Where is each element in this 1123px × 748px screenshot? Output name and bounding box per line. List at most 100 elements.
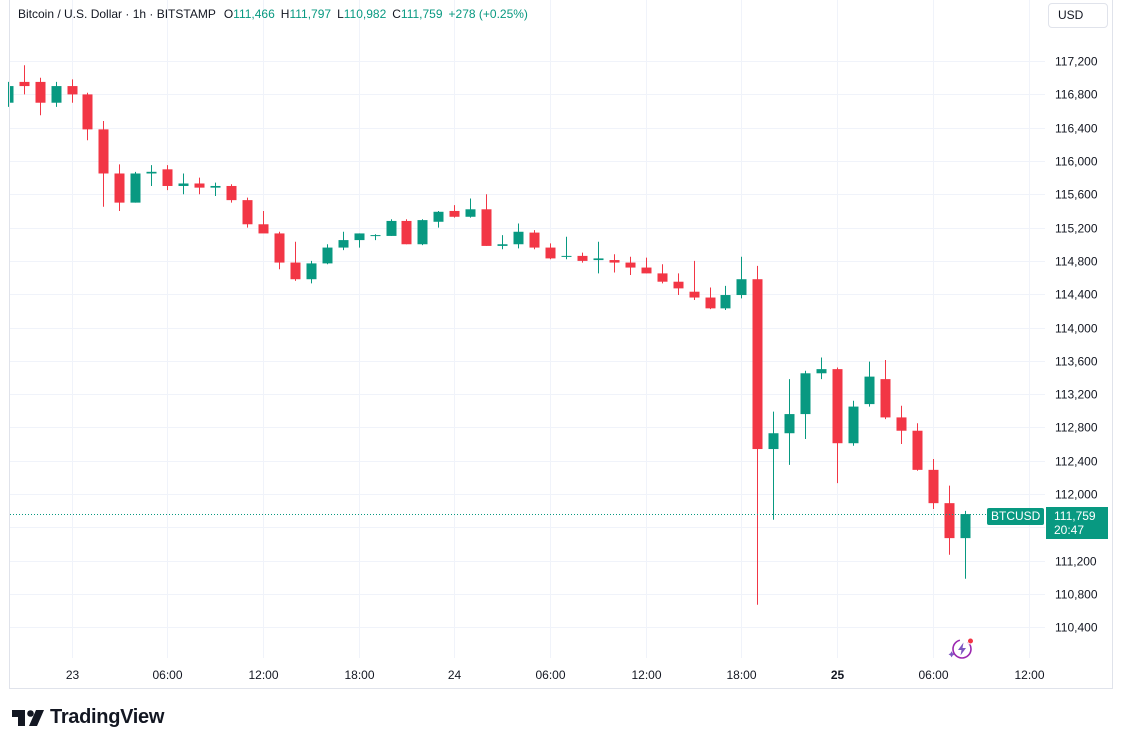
candle	[816, 357, 827, 380]
candle-body	[226, 185, 237, 201]
candle	[657, 264, 668, 284]
candle-body	[481, 209, 492, 246]
candle-body	[800, 373, 811, 415]
candle	[481, 194, 492, 246]
candle	[35, 77, 46, 116]
candle-body	[386, 220, 397, 236]
price-axis-label: 112,400	[1055, 455, 1098, 469]
candle-body	[513, 231, 524, 245]
last-price-value: 111,759	[1054, 509, 1096, 523]
candle-body	[465, 209, 476, 217]
candle	[465, 198, 476, 218]
candle-body	[577, 255, 588, 261]
candle-body	[880, 379, 891, 418]
candle-body	[625, 262, 636, 268]
last-price-tag: 111,759 20:47	[1046, 507, 1108, 539]
candle-body	[449, 210, 460, 217]
candle-body	[609, 260, 620, 263]
candle	[641, 257, 652, 274]
candle-body	[832, 369, 843, 444]
candle	[896, 405, 907, 445]
time-axis-label: 24	[448, 668, 462, 682]
candle-body	[401, 220, 412, 245]
time-axis-label: 06:00	[918, 668, 948, 682]
candle-body	[752, 279, 763, 450]
candle-body	[242, 200, 253, 225]
price-axis-label: 113,200	[1055, 388, 1098, 402]
candle-body	[784, 414, 795, 434]
candle-body	[896, 417, 907, 431]
candle-body	[322, 247, 333, 264]
time-axis-label: 18:00	[344, 668, 374, 682]
candle	[609, 254, 620, 273]
price-axis-label: 110,800	[1055, 588, 1098, 602]
candle	[928, 459, 939, 509]
candle	[146, 165, 157, 186]
candle-body	[816, 369, 827, 374]
price-axis-label: 112,800	[1055, 421, 1098, 435]
brand-name: TradingView	[50, 706, 165, 728]
candle	[832, 367, 843, 484]
price-axis-label: 115,600	[1055, 188, 1098, 202]
candle-body	[689, 291, 700, 298]
candle-body	[736, 279, 747, 296]
candle	[593, 241, 604, 274]
candle	[673, 273, 684, 296]
currency-button[interactable]: USD	[1048, 3, 1108, 28]
time-axis-label: 06:00	[535, 668, 565, 682]
candle-body	[545, 247, 556, 259]
candle-body	[338, 240, 349, 248]
low-value: 110,982	[343, 7, 387, 21]
candle	[290, 241, 301, 281]
lightning-bolt-icon[interactable]	[948, 636, 976, 667]
change-value: +278 (+0.25%)	[448, 7, 528, 21]
candle	[417, 219, 428, 246]
candle-body	[370, 235, 381, 237]
candle	[864, 361, 875, 407]
candle-body	[705, 297, 716, 309]
candle-body	[10, 86, 14, 103]
candle	[912, 423, 923, 471]
tradingview-brand[interactable]: TradingView	[12, 706, 164, 729]
candle	[944, 485, 955, 555]
price-axis-label: 116,000	[1055, 155, 1098, 169]
chart-legend: Bitcoin / U.S. Dollar · 1h · BITSTAMP O 1…	[18, 7, 528, 21]
price-axis-label: 112,000	[1055, 488, 1098, 502]
time-axis-label: 12:00	[248, 668, 278, 682]
candle	[577, 252, 588, 263]
candle	[705, 287, 716, 310]
price-axis-label: 114,000	[1055, 322, 1098, 336]
candle	[354, 233, 365, 248]
symbol-title[interactable]: Bitcoin / U.S. Dollar · 1h · BITSTAMP	[18, 7, 216, 21]
candle-body	[848, 406, 859, 444]
candle	[322, 244, 333, 265]
open-label: O	[223, 7, 234, 21]
candle-body	[35, 81, 46, 103]
candle-body	[19, 81, 30, 87]
candle-body	[82, 94, 93, 130]
candle-body	[768, 433, 779, 450]
candle-body	[593, 258, 604, 261]
price-axis-label: 114,800	[1055, 255, 1098, 269]
candle-body	[529, 232, 540, 248]
close-value: 111,759	[400, 7, 443, 21]
candle-body	[290, 262, 301, 280]
chart-frame	[9, 0, 1113, 689]
candle-body	[657, 273, 668, 282]
candlestick-chart[interactable]: 110,400110,800111,200111,600112,000112,4…	[0, 0, 1123, 700]
low-label: L	[337, 7, 344, 21]
high-label: H	[280, 7, 290, 21]
candle	[98, 121, 109, 207]
close-label: C	[392, 7, 401, 21]
candle-body	[641, 267, 652, 274]
candle	[242, 197, 253, 228]
candle	[258, 210, 269, 234]
candle	[513, 223, 524, 249]
candle-body	[98, 129, 109, 174]
price-axis-label: 116,400	[1055, 122, 1098, 136]
candle-body	[178, 183, 189, 186]
candle-body	[274, 233, 285, 263]
candle	[19, 65, 30, 95]
candle	[386, 219, 397, 236]
candle	[800, 370, 811, 440]
